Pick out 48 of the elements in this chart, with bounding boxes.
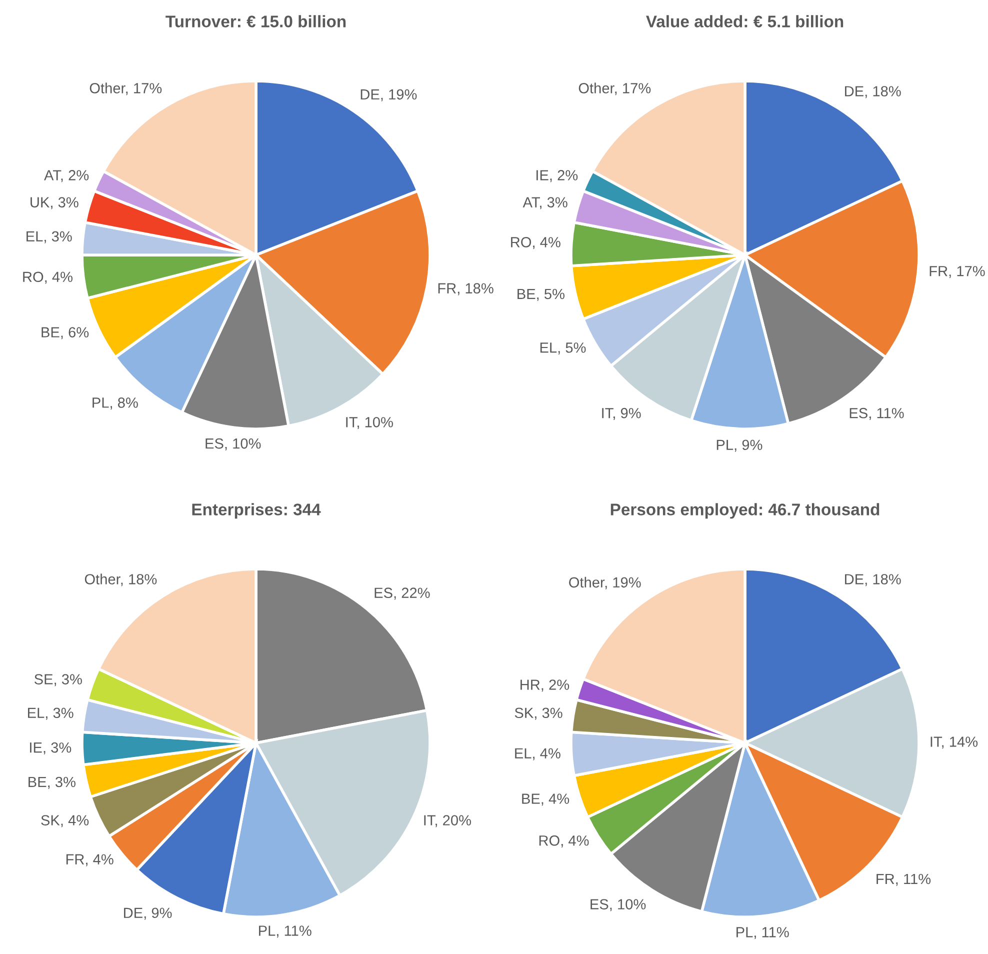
slice-label: BE, 4% bbox=[522, 794, 570, 806]
chart-title: Persons employed: 46.7 thousand bbox=[610, 503, 880, 519]
slice-label: SE, 3% bbox=[34, 674, 82, 686]
slice-label: ES, 22% bbox=[374, 588, 430, 600]
slice-label: IE, 3% bbox=[30, 742, 72, 754]
slice-label: AT, 3% bbox=[522, 197, 568, 210]
slice-label: IT, 14% bbox=[930, 736, 978, 749]
slice-label: Other, 17% bbox=[90, 82, 162, 96]
slice-label: PL, 9% bbox=[716, 440, 762, 452]
slice-label: RO, 4% bbox=[23, 272, 72, 284]
chart-title: Enterprises: 344 bbox=[192, 503, 321, 519]
slice-label: SK, 3% bbox=[514, 708, 562, 720]
slice-label: RO, 4% bbox=[539, 835, 589, 848]
slice-label: ES, 10% bbox=[206, 438, 261, 450]
chart-title: Value added: € 5.1 billion bbox=[646, 15, 844, 28]
slice-label: Other, 17% bbox=[578, 82, 651, 96]
slice-label: EL, 5% bbox=[540, 342, 586, 355]
slice-label: IT, 20% bbox=[424, 815, 471, 828]
slice-label: DE, 9% bbox=[124, 908, 172, 920]
slice-label: FR, 18% bbox=[438, 283, 494, 296]
slice-label: Other, 18% bbox=[84, 574, 157, 586]
slice-label: BE, 3% bbox=[28, 776, 76, 789]
slice-label: HR, 2% bbox=[520, 680, 570, 692]
slice-label: FR, 4% bbox=[66, 854, 114, 866]
slice-label: PL, 11% bbox=[736, 927, 789, 940]
slice-label: SK, 4% bbox=[41, 815, 89, 828]
slice-label: PL, 8% bbox=[92, 398, 138, 410]
slice-label: RO, 4% bbox=[511, 237, 560, 250]
slice-label: FR, 17% bbox=[930, 266, 985, 278]
slice-label: Other, 19% bbox=[569, 576, 641, 590]
slice-label: ES, 10% bbox=[590, 899, 646, 912]
slice-label: PL, 11% bbox=[259, 926, 312, 938]
slice-label: IT, 9% bbox=[602, 408, 641, 420]
slice-label: DE, 19% bbox=[360, 89, 417, 102]
slice-label: IE, 2% bbox=[536, 170, 578, 182]
slice-label: DE, 18% bbox=[845, 574, 901, 586]
slice-label: BE, 6% bbox=[42, 327, 89, 340]
slice-label: UK, 3% bbox=[30, 197, 78, 210]
slice-label: EL, 4% bbox=[515, 748, 560, 760]
slice-label: EL, 3% bbox=[26, 231, 72, 244]
slice-label: FR, 11% bbox=[876, 874, 931, 886]
slice-label: DE, 18% bbox=[845, 86, 901, 98]
chart-title: Turnover: € 15.0 billion bbox=[166, 15, 346, 28]
slice-label: BE, 5% bbox=[518, 288, 564, 301]
slice-label: ES, 11% bbox=[850, 408, 904, 420]
slice-label: IT, 10% bbox=[346, 417, 393, 430]
slice-label: AT, 2% bbox=[44, 170, 89, 182]
slice-label: EL, 3% bbox=[28, 708, 74, 720]
